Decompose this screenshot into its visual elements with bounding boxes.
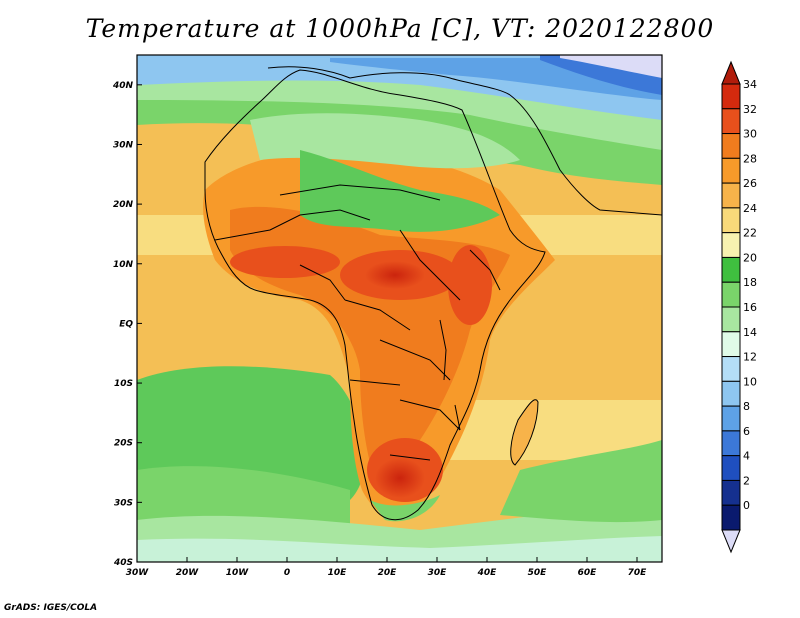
colorbar-swatch	[721, 356, 741, 382]
lat-tick-label: 10N	[113, 260, 134, 270]
lon-tick-label: 60E	[578, 568, 598, 578]
colorbar-label: 2	[743, 474, 750, 487]
colorbar-label: 4	[743, 450, 750, 463]
lon-tick-label: 10W	[226, 568, 250, 578]
colorbar-swatch	[721, 504, 741, 531]
colorbar-bottom-arrow	[721, 529, 741, 554]
lon-tick-label: 10E	[328, 568, 348, 578]
colorbar-swatch	[721, 157, 741, 184]
colorbar-label: 10	[743, 375, 757, 388]
colorbar-swatch	[721, 455, 741, 481]
lon-tick-label: 30W	[126, 568, 150, 578]
colorbar-swatch	[721, 306, 741, 333]
colorbar-label: 22	[743, 227, 757, 240]
lat-tick-label: 20N	[113, 200, 134, 210]
lon-tick-label: 40E	[477, 568, 498, 578]
lat-tick-label: 30N	[113, 140, 134, 150]
longitude-axis: 30W 20W 10W 0 10E 20E 30E 40E 50E 60E 70E	[126, 557, 647, 578]
colorbar-swatch	[721, 182, 741, 209]
colorbar-swatch	[721, 207, 741, 234]
coastlines	[204, 66, 662, 520]
colorbar-label: 16	[743, 301, 757, 314]
colorbar-label: 24	[743, 202, 757, 215]
plot-frame	[136, 54, 663, 563]
lat-tick-label: 40N	[112, 81, 134, 91]
colorbar-swatch	[721, 256, 741, 283]
lon-tick-label: 50E	[528, 568, 548, 578]
colorbar-swatch	[721, 83, 741, 110]
lon-tick-label: 0	[284, 568, 290, 578]
colorbar-label: 18	[743, 276, 757, 289]
colorbar-label: 6	[743, 425, 750, 438]
lon-tick-label: 70E	[628, 568, 648, 578]
colorbar-top-arrow	[721, 60, 741, 85]
latitude-axis: 40N 30N 20N 10N EQ 10S 20S 30S 40S	[112, 81, 142, 568]
lat-tick-label: 20S	[114, 439, 133, 449]
colorbar-swatch	[721, 108, 741, 135]
lat-tick-label: 10S	[114, 379, 133, 389]
colorbar-label: 30	[743, 128, 757, 141]
lat-tick-label: 30S	[114, 498, 133, 508]
colorbar-swatch	[721, 479, 741, 506]
footer-credit: GrADS: IGES/COLA	[4, 603, 98, 613]
map-title: Temperature at 1000hPa [C], VT: 20201228…	[85, 14, 715, 43]
lon-tick-label: 20E	[378, 568, 398, 578]
colorbar-swatch	[721, 331, 741, 358]
colorbar-swatch	[721, 133, 741, 159]
temperature-field	[137, 55, 662, 562]
lat-tick-label: EQ	[119, 319, 133, 329]
colorbar-label: 20	[743, 251, 757, 264]
colorbar-label: 26	[743, 177, 757, 190]
colorbar-label: 14	[743, 326, 757, 339]
colorbar-label: 32	[743, 103, 757, 116]
colorbar-swatch	[721, 281, 741, 308]
colorbar-label: 8	[743, 400, 750, 413]
colorbar-label: 0	[743, 499, 750, 512]
colorbar-label: 12	[743, 351, 757, 364]
colorbar-swatch	[721, 430, 741, 457]
colorbar-swatch	[721, 405, 741, 432]
colorbar-swatch	[721, 380, 741, 407]
colorbar-label: 28	[743, 152, 757, 165]
lon-tick-label: 20W	[176, 568, 200, 578]
lon-tick-label: 30E	[428, 568, 448, 578]
colorbar-swatch	[721, 232, 741, 258]
lat-tick-label: 40S	[113, 558, 133, 568]
colorbar-label: 34	[743, 78, 757, 91]
